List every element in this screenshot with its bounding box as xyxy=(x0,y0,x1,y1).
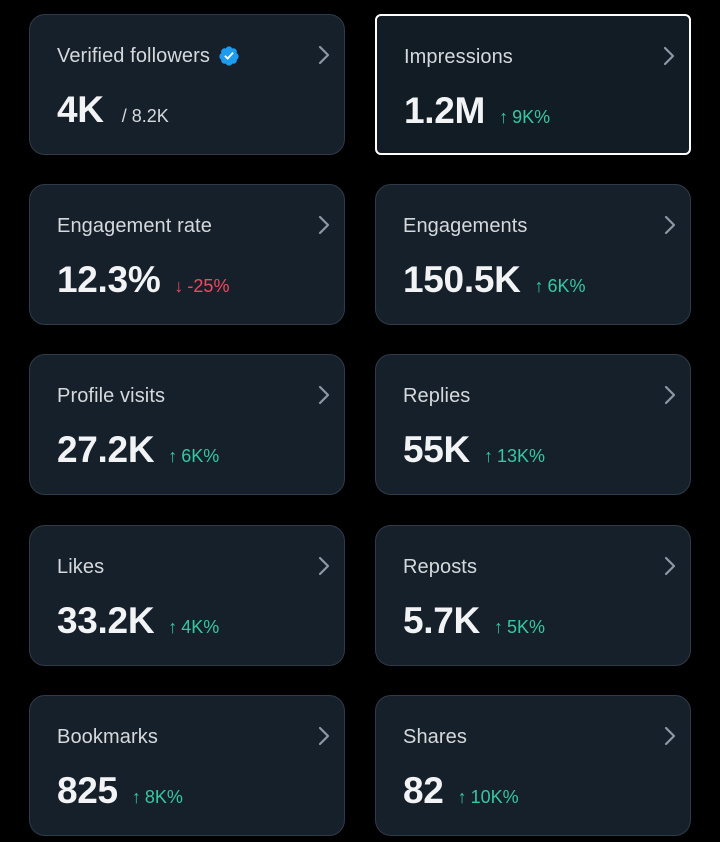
chevron-right-icon xyxy=(664,215,676,235)
card-value: 27.2K xyxy=(57,429,155,470)
card-change-value: 4K% xyxy=(181,617,220,637)
card-change: ↑ 6K% xyxy=(168,446,219,467)
card-label-row: Verified followers xyxy=(57,44,240,68)
arrow-up-icon: ↑ xyxy=(168,617,178,637)
chevron-right-icon xyxy=(318,556,330,576)
card-value-row: 33.2K ↑ 4K% xyxy=(57,600,219,642)
card-profile-visits[interactable]: Profile visits 27.2K ↑ 6K% xyxy=(29,354,345,495)
card-value: 4K xyxy=(57,89,104,130)
card-label: Bookmarks xyxy=(57,725,158,748)
card-label: Reposts xyxy=(403,555,478,578)
card-value: 1.2M xyxy=(404,90,486,131)
card-value-row: 1.2M ↑ 9K% xyxy=(404,90,550,132)
card-value-row: 150.5K ↑ 6K% xyxy=(403,259,586,301)
card-engagements[interactable]: Engagements 150.5K ↑ 6K% xyxy=(375,184,691,325)
card-label-row: Replies xyxy=(403,384,470,408)
card-label: Verified followers xyxy=(57,44,210,67)
card-value: 12.3% xyxy=(57,259,161,300)
card-label: Replies xyxy=(403,384,471,407)
card-value-row: 82 ↑ 10K% xyxy=(403,770,519,812)
card-label-row: Profile visits xyxy=(57,384,165,408)
card-label-row: Likes xyxy=(57,555,104,579)
chevron-right-icon xyxy=(318,45,330,65)
card-change: ↑ 5K% xyxy=(494,617,545,638)
arrow-up-icon: ↑ xyxy=(493,617,503,637)
card-value-row: 55K ↑ 13K% xyxy=(403,429,545,471)
card-value: 55K xyxy=(403,429,470,470)
card-change-value: 5K% xyxy=(506,617,545,637)
verified-badge-icon xyxy=(219,46,239,66)
card-change: ↑ 8K% xyxy=(132,787,183,808)
card-value: 82 xyxy=(403,770,444,811)
card-value: 5.7K xyxy=(403,600,480,641)
card-reposts[interactable]: Reposts 5.7K ↑ 5K% xyxy=(375,525,691,666)
card-verified-followers[interactable]: Verified followers 4K / 8.2K xyxy=(29,14,345,155)
card-label-row: Engagements xyxy=(403,214,528,238)
card-change: ↑ 13K% xyxy=(484,446,545,467)
card-change: ↑ 9K% xyxy=(499,107,550,128)
card-label: Likes xyxy=(57,555,105,578)
arrow-up-icon: ↑ xyxy=(534,276,544,296)
card-label: Impressions xyxy=(404,45,513,68)
card-value-row: 825 ↑ 8K% xyxy=(57,770,183,812)
arrow-up-icon: ↑ xyxy=(499,107,509,127)
card-secondary-value: / 8.2K xyxy=(121,106,169,126)
card-value: 825 xyxy=(57,770,118,811)
card-likes[interactable]: Likes 33.2K ↑ 4K% xyxy=(29,525,345,666)
card-change-value: 13K% xyxy=(496,446,546,466)
card-shares[interactable]: Shares 82 ↑ 10K% xyxy=(375,695,691,836)
arrow-down-icon: ↓ xyxy=(174,276,184,296)
card-label-row: Reposts xyxy=(403,555,477,579)
card-bookmarks[interactable]: Bookmarks 825 ↑ 8K% xyxy=(29,695,345,836)
card-value: 33.2K xyxy=(57,600,155,641)
card-value-row: 4K / 8.2K xyxy=(57,89,169,131)
card-change: ↓ -25% xyxy=(174,276,229,297)
chevron-right-icon xyxy=(664,726,676,746)
card-change-value: 6K% xyxy=(547,276,586,296)
card-value-row: 12.3% ↓ -25% xyxy=(57,259,229,301)
chevron-right-icon xyxy=(318,726,330,746)
card-label: Engagements xyxy=(403,214,528,237)
card-label-row: Engagement rate xyxy=(57,214,212,238)
card-change: ↑ 10K% xyxy=(458,787,519,808)
card-change-value: 6K% xyxy=(181,446,220,466)
chevron-right-icon xyxy=(664,385,676,405)
card-label-row: Impressions xyxy=(404,45,513,69)
arrow-up-icon: ↑ xyxy=(131,787,141,807)
card-label: Shares xyxy=(403,725,467,748)
card-impressions[interactable]: Impressions 1.2M ↑ 9K% xyxy=(375,14,691,155)
card-label: Profile visits xyxy=(57,384,166,407)
card-replies[interactable]: Replies 55K ↑ 13K% xyxy=(375,354,691,495)
chevron-right-icon xyxy=(318,385,330,405)
card-change-value: 8K% xyxy=(144,787,183,807)
card-change-value: 9K% xyxy=(512,107,551,127)
card-value-row: 5.7K ↑ 5K% xyxy=(403,600,545,642)
arrow-up-icon: ↑ xyxy=(483,446,493,466)
card-change: ↑ 6K% xyxy=(535,276,586,297)
chevron-right-icon xyxy=(318,215,330,235)
card-value-row: 27.2K ↑ 6K% xyxy=(57,429,219,471)
card-change: ↑ 4K% xyxy=(168,617,219,638)
chevron-right-icon xyxy=(664,556,676,576)
chevron-right-icon xyxy=(663,46,675,66)
card-label-row: Shares xyxy=(403,725,467,749)
card-label: Engagement rate xyxy=(57,214,212,237)
card-engagement-rate[interactable]: Engagement rate 12.3% ↓ -25% xyxy=(29,184,345,325)
card-label-row: Bookmarks xyxy=(57,725,158,749)
card-change-value: -25% xyxy=(187,276,230,296)
card-change-value: 10K% xyxy=(470,787,519,807)
arrow-up-icon: ↑ xyxy=(457,787,467,807)
arrow-up-icon: ↑ xyxy=(168,446,178,466)
card-value: 150.5K xyxy=(403,259,521,300)
